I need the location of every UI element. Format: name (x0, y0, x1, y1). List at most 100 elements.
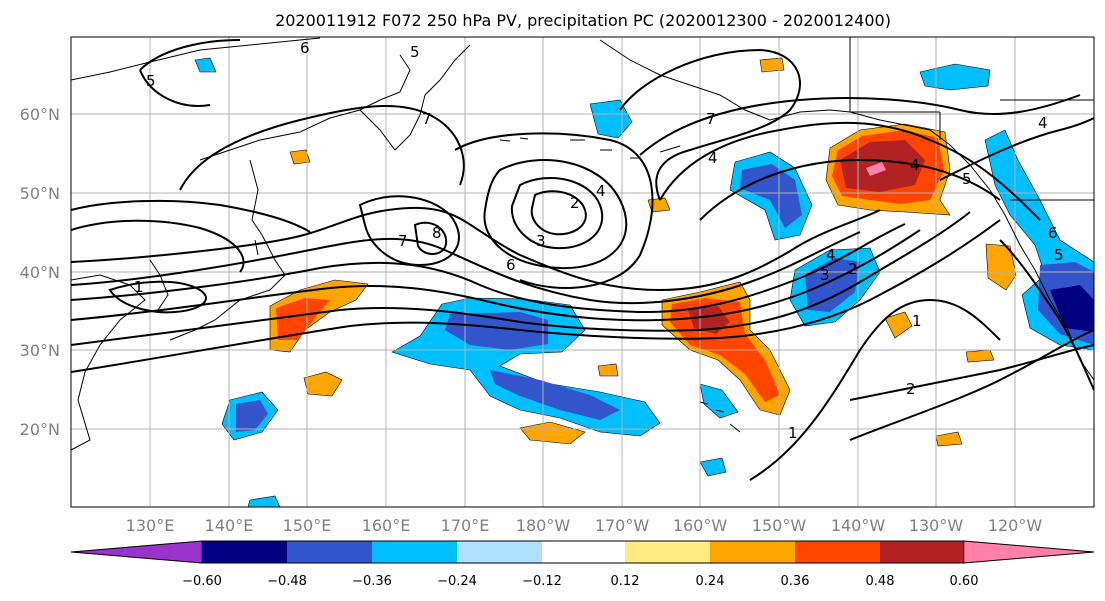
precip-negative-small-2 (194, 57, 217, 73)
colorbar-tick-label: −0.24 (437, 574, 477, 589)
pv-contour-band-5 (71, 211, 971, 346)
colorbar-segment (795, 541, 880, 563)
colorbar-segment-extend-low (70, 540, 203, 564)
colorbar-segment (625, 541, 710, 563)
pv-contour-west-loop (358, 195, 460, 267)
colorbar-tick-label: −0.60 (182, 574, 222, 589)
pv-contour-asia-2 (108, 280, 207, 314)
pv-contour-label: 7 (422, 110, 432, 128)
pv-contour-label: 8 (432, 224, 442, 242)
lat-tick-label: 30°N (20, 341, 60, 360)
coastline-siberia (71, 37, 411, 161)
pv-contour-label: 6 (1048, 224, 1058, 242)
latitude-labels: 60°N 50°N 40°N 30°N 20°N (20, 105, 60, 439)
precip-positive-small-6 (289, 149, 311, 165)
precip-positive-small-10 (935, 431, 963, 447)
pv-contour-label: 3 (820, 266, 830, 284)
pv-contour-asia-1 (71, 219, 245, 273)
colorbar-tick-label: −0.36 (352, 574, 392, 589)
coastline-kamchatka (359, 44, 471, 151)
pv-contour-band-2 (71, 231, 861, 305)
lon-tick-label: 160°W (673, 516, 728, 535)
coastline-korea (149, 259, 169, 311)
pv-contour-east-1 (849, 329, 1094, 441)
lon-tick-label: 180°W (516, 516, 571, 535)
lat-tick-label: 50°N (20, 184, 60, 203)
gridlines (71, 37, 1094, 507)
longitude-labels: 130°E 140°E 150°E 160°E 170°E 180°W 170°… (126, 516, 1043, 535)
pv-contour-band-3 (71, 223, 906, 314)
colorbar-tick-label: 0.60 (950, 574, 979, 589)
precip-negative-north-2 (919, 63, 991, 91)
pv-contour-north-5 (639, 94, 1081, 156)
pv-contour-label: 3 (536, 232, 546, 250)
lon-tick-label: 130°E (126, 516, 175, 535)
pv-contour-label: 4 (708, 149, 718, 167)
pv-contour-label: 2 (570, 194, 580, 212)
precip-negative-japan-core (236, 400, 268, 432)
precip-positive-small-1 (519, 421, 586, 445)
colorbar-tick-label: 0.36 (781, 574, 810, 589)
pv-contour-low-1 (483, 159, 628, 270)
pv-contour-label: 5 (1054, 246, 1064, 264)
precip-positive-west-core (276, 298, 330, 340)
pv-contour-label: 1 (134, 278, 144, 296)
pv-contour-north-4 (699, 158, 1001, 221)
coastline-sakhalin (249, 159, 263, 236)
pv-contour-label: 6 (300, 39, 310, 57)
lon-tick-label: 170°E (441, 516, 490, 535)
pv-contour-label: 4 (826, 246, 836, 264)
lat-tick-label: 60°N (20, 105, 60, 124)
colorbar-tick-label: −0.48 (267, 574, 307, 589)
pv-contour-label: 7 (706, 110, 716, 128)
colorbar-segment (372, 541, 457, 563)
precip-positive-small-9 (965, 349, 995, 363)
colorbar-segment (542, 541, 625, 563)
precip-positive-small-7 (759, 57, 785, 73)
pv-contour-label: 2 (848, 260, 858, 278)
pv-contour-band-4 (71, 229, 921, 322)
pv-contour-label: 5 (410, 43, 420, 61)
precip-negative-gulf-alaska-core (740, 164, 802, 228)
precip-negative-central-pacific-tail (490, 370, 620, 420)
pv-contour-ne-1 (939, 117, 1094, 181)
pv-contour-label: 7 (398, 232, 408, 250)
colorbar-tick-label: 0.48 (866, 574, 895, 589)
pv-contour-band-1 (71, 206, 881, 292)
pv-contour-label: 1 (912, 312, 922, 330)
lon-tick-label: 170°W (595, 516, 650, 535)
pv-contour-label: 1 (788, 424, 798, 442)
colorbar-segment (202, 541, 287, 563)
lon-tick-label: 130°W (909, 516, 964, 535)
colorbar-tick-label: 0.24 (696, 574, 725, 589)
precip-positive-small-8 (597, 363, 619, 377)
coastline-asia (71, 274, 146, 451)
lat-tick-label: 20°N (20, 420, 60, 439)
pv-contour-labels: 6 5 5 7 7 4 4 4 5 4 8 7 2 3 6 4 3 2 6 5 … (134, 39, 1064, 442)
pv-contour-west-loop-2 (413, 221, 448, 255)
precip-positive-small-4 (884, 311, 913, 339)
pv-contour-label: 4 (1038, 114, 1048, 132)
pv-contour-east-3 (849, 344, 1094, 401)
lat-tick-label: 40°N (20, 263, 60, 282)
map-panel: 6 5 5 7 7 4 4 4 5 4 8 7 2 3 6 4 3 2 6 5 … (71, 37, 1094, 507)
pv-contour-band-6 (71, 219, 1001, 373)
lon-tick-label: 150°E (283, 516, 332, 535)
colorbar-segment (880, 541, 964, 563)
pv-contour-label: 2 (906, 380, 916, 398)
coastline-bc-interior (849, 37, 1094, 201)
colorbar-tick-label: −0.12 (522, 574, 562, 589)
pv-contour-north-2 (619, 48, 801, 201)
precip-negative-small-1 (699, 457, 727, 477)
lon-tick-label: 140°E (205, 516, 254, 535)
lon-tick-label: 140°W (831, 516, 886, 535)
pv-contour-label: 4 (596, 182, 606, 200)
pv-contours (71, 39, 1094, 481)
colorbar: −0.60 −0.48 −0.36 −0.24 −0.12 0.12 0.24 … (70, 540, 1095, 589)
lon-tick-label: 160°E (362, 516, 411, 535)
precip-positive-central-max (688, 306, 730, 334)
pv-contour-north-1 (179, 104, 465, 191)
pv-contour-low-4 (454, 132, 654, 289)
pv-contour-label: 6 (506, 256, 516, 274)
